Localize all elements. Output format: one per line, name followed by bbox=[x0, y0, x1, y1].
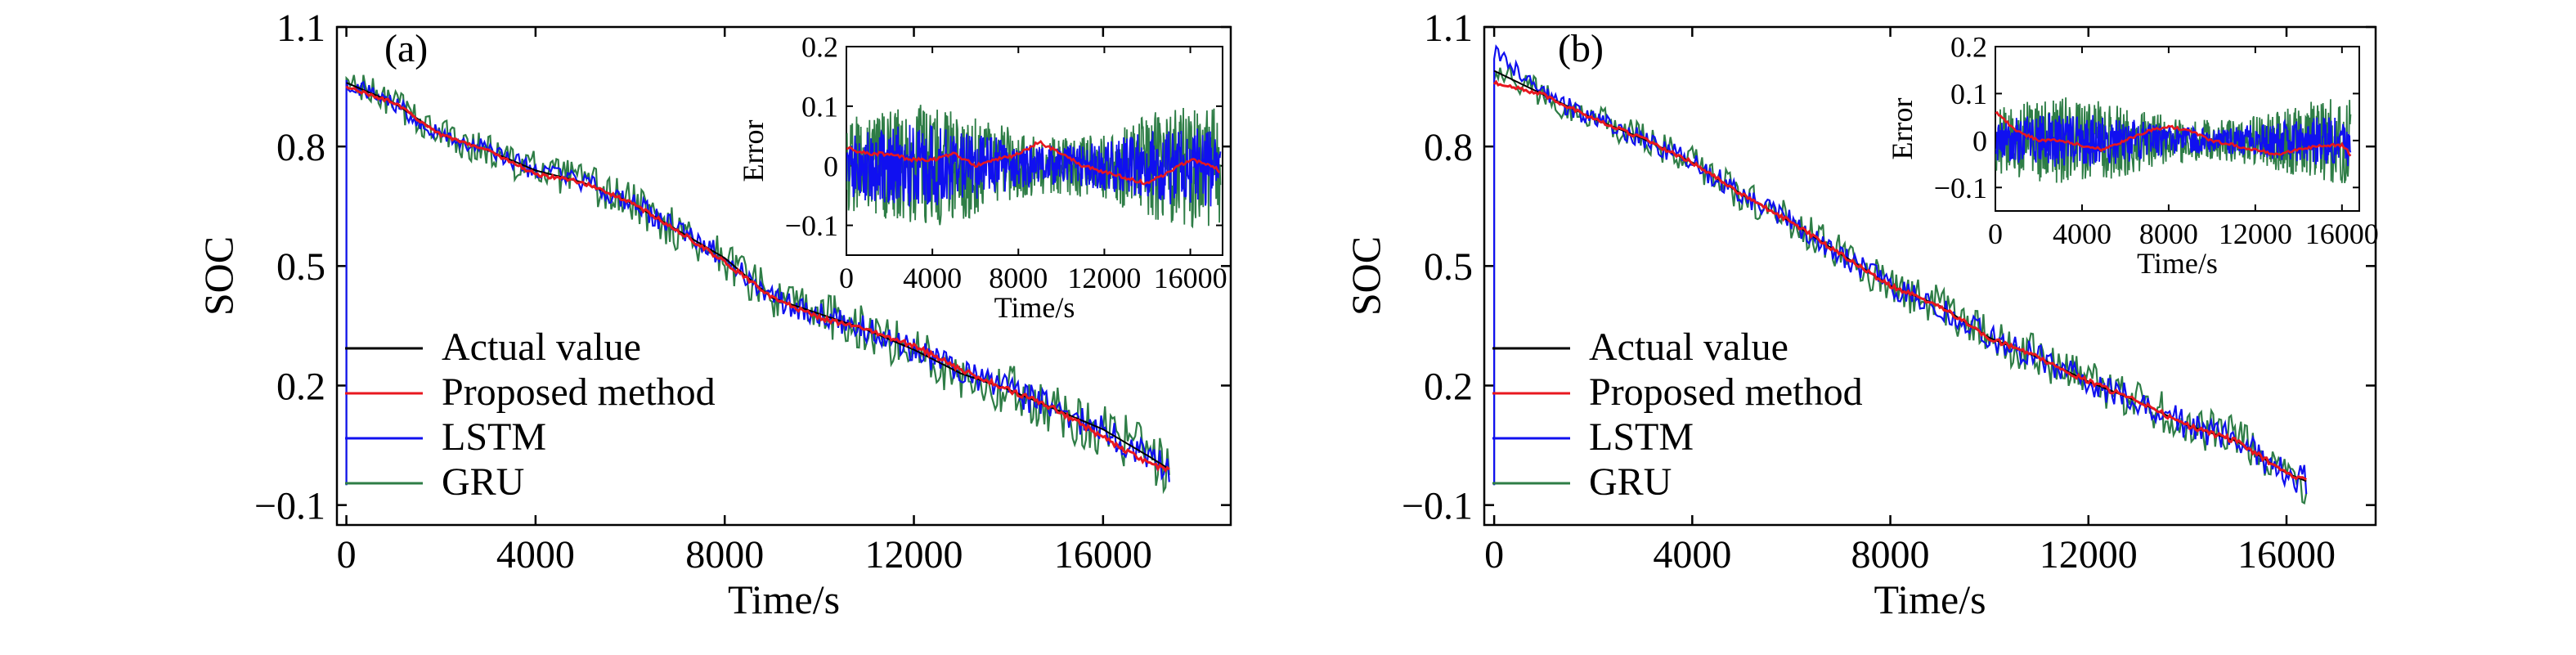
inset-y-axis-label: Error bbox=[1886, 98, 1919, 160]
inset-x-tick-label: 8000 bbox=[2139, 218, 2198, 250]
inset-series-line-proposed-method bbox=[846, 140, 1221, 186]
series-line-proposed-method bbox=[345, 85, 1170, 473]
y-tick-label: 1.1 bbox=[1424, 7, 1473, 50]
plot-frame bbox=[335, 25, 1232, 527]
inset-y-tick-label: 0.1 bbox=[801, 90, 838, 123]
series-group bbox=[1492, 44, 2308, 505]
inset-y-tick-label: −0.1 bbox=[1934, 172, 1987, 204]
y-tick-label: 0.5 bbox=[276, 245, 325, 289]
inset-y-tick-label: 0.1 bbox=[1950, 78, 1987, 110]
inset-x-tick-label: 0 bbox=[1988, 218, 2003, 250]
x-tick-label: 4000 bbox=[496, 533, 575, 576]
inset-y-tick-label: 0.2 bbox=[1950, 31, 1987, 64]
inset-x-axis-label: Time/s bbox=[994, 291, 1075, 324]
inset-series-line-proposed-method bbox=[1995, 110, 2352, 157]
x-tick-label: 0 bbox=[337, 533, 357, 576]
inset-x-tick-label: 0 bbox=[839, 262, 854, 294]
x-tick-label: 4000 bbox=[1653, 533, 1731, 576]
inset-chart: 0 4000 8000 12000 160000.20.10−0.1Time/sErro… bbox=[737, 31, 1227, 324]
x-tick-label: 12000 bbox=[865, 533, 963, 576]
y-tick-label: 0.5 bbox=[1424, 245, 1473, 289]
chart-panel-a: 0 4000 8000 12000 16000 1.1 0.8 0.5 0.2 −0.1 Time/… bbox=[195, 7, 1232, 622]
x-tick-label: 16000 bbox=[1054, 533, 1152, 576]
inset-series-group bbox=[1995, 97, 2352, 183]
legend-entry: GRU bbox=[442, 460, 524, 504]
inset-series-group bbox=[846, 105, 1222, 229]
legend-entry: Proposed method bbox=[1589, 370, 1863, 414]
inset-series-line-gru bbox=[1995, 97, 2352, 183]
inset-y-tick-label: 0 bbox=[824, 150, 838, 182]
inset-chart: 0 4000 8000 12000 160000.20.10−0.1Time/sErro… bbox=[1886, 31, 2379, 280]
y-tick-label: −0.1 bbox=[254, 484, 325, 527]
x-tick-label: 16000 bbox=[2237, 533, 2336, 576]
y-tick-label: 0.2 bbox=[276, 365, 325, 408]
inset-y-axis-label: Error bbox=[737, 120, 770, 182]
inset-series-line-lstm bbox=[1995, 112, 2352, 167]
x-tick-label: 0 bbox=[1484, 533, 1504, 576]
inset-x-tick-label: 16000 bbox=[2305, 218, 2379, 250]
series-group bbox=[345, 74, 1170, 495]
y-tick-label: 0.2 bbox=[1424, 365, 1473, 408]
legend-entry: Actual value bbox=[442, 325, 641, 369]
inset-series-line-lstm bbox=[846, 124, 1222, 207]
legend-entry: Proposed method bbox=[442, 370, 716, 414]
inset-y-tick-label: 0 bbox=[1972, 124, 1987, 157]
legend-entry: GRU bbox=[1589, 460, 1672, 504]
inset-x-tick-label: 4000 bbox=[903, 262, 962, 294]
legend-entry: Actual value bbox=[1589, 325, 1788, 369]
x-tick-label: 12000 bbox=[2040, 533, 2138, 576]
legend-entry: LSTM bbox=[1589, 415, 1694, 459]
y-tick-label: −0.1 bbox=[1402, 484, 1473, 527]
inset-x-axis-label: Time/s bbox=[2137, 247, 2218, 280]
inset-y-tick-label: −0.1 bbox=[785, 209, 838, 242]
y-axis-label: SOC bbox=[195, 236, 241, 316]
inset-x-tick-label: 12000 bbox=[1067, 262, 1141, 294]
y-tick-label: 0.8 bbox=[1424, 126, 1473, 169]
series-line-lstm bbox=[345, 79, 1170, 486]
x-axis-label: Time/s bbox=[1874, 576, 1986, 622]
x-tick-label: 8000 bbox=[685, 533, 764, 576]
legend-entry: LSTM bbox=[442, 415, 546, 459]
chart-panel-b: 0 4000 8000 12000 16000 1.1 0.8 0.5 0.2 −0.1 Time/… bbox=[1343, 7, 2379, 622]
series-line-proposed-method bbox=[1492, 79, 2308, 481]
inset-x-tick-label: 8000 bbox=[989, 262, 1048, 294]
inset-x-tick-label: 4000 bbox=[2053, 218, 2112, 250]
plot-frame bbox=[1483, 25, 2377, 527]
inset-x-tick-label: 16000 bbox=[1154, 262, 1227, 294]
x-axis-label: Time/s bbox=[728, 576, 840, 622]
x-tick-label: 8000 bbox=[1851, 533, 1930, 576]
y-tick-label: 0.8 bbox=[276, 126, 325, 169]
inset-y-tick-label: 0.2 bbox=[801, 31, 838, 64]
inset-x-tick-label: 12000 bbox=[2219, 218, 2292, 250]
panel-label: (b) bbox=[1558, 27, 1604, 70]
y-tick-label: 1.1 bbox=[276, 7, 325, 50]
panel-label: (a) bbox=[384, 27, 428, 70]
y-axis-label: SOC bbox=[1343, 236, 1389, 316]
